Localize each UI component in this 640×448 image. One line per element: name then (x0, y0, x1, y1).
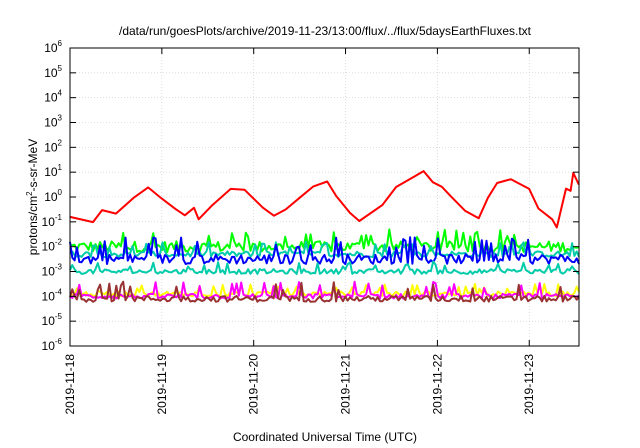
y-tick-label: 105 (44, 64, 62, 80)
y-tick-label: 10-2 (42, 238, 63, 254)
y-tick-label: 10-6 (42, 337, 63, 353)
series-line (69, 236, 580, 265)
x-tick-label: 2019-11-23 (522, 354, 536, 415)
x-tick-label: 2019-11-19 (155, 354, 169, 415)
series-line (69, 280, 580, 303)
x-axis-label: Coordinated Universal Time (UTC) (233, 430, 417, 444)
plot-frame (69, 47, 580, 347)
y-axis-label-sup: 2 (25, 191, 34, 196)
series-line (69, 280, 580, 300)
y-tick-label: 10-4 (42, 287, 63, 303)
x-tick-label: 2019-11-21 (339, 354, 353, 415)
y-tick-label: 102 (44, 138, 62, 154)
x-tick-label: 2019-11-18 (63, 354, 77, 415)
series-line (69, 283, 580, 298)
series-line (69, 260, 580, 275)
y-tick-label: 10-5 (42, 312, 63, 328)
series-line (69, 240, 580, 259)
y-tick-label: 100 (44, 188, 62, 204)
series-line (69, 228, 580, 254)
y-axis-label-suffix: -s-sr-MeV (26, 139, 40, 192)
y-tick-label: 106 (44, 39, 62, 55)
y-axis-label-prefix: protons/cm (26, 196, 40, 255)
y-tick-label: 10-3 (42, 263, 63, 279)
axes: 10-6 10-5 10-4 10-3 10-2 10-1 100 101 102 103 104 1… (42, 39, 579, 415)
series-line (69, 170, 580, 229)
series-layer (69, 170, 580, 303)
x-tick-label: 2019-11-20 (247, 354, 261, 415)
y-tick-label: 104 (44, 89, 62, 105)
y-tick-label: 103 (44, 114, 62, 130)
y-tick-label: 101 (44, 163, 62, 179)
x-tick-label: 2019-11-22 (430, 354, 444, 415)
y-tick-label: 10-1 (42, 213, 63, 229)
y-axis-label: protons/cm2-s-sr-MeV (25, 139, 40, 255)
chart-title: /data/run/goesPlots/archive/2019-11-23/1… (119, 24, 532, 38)
